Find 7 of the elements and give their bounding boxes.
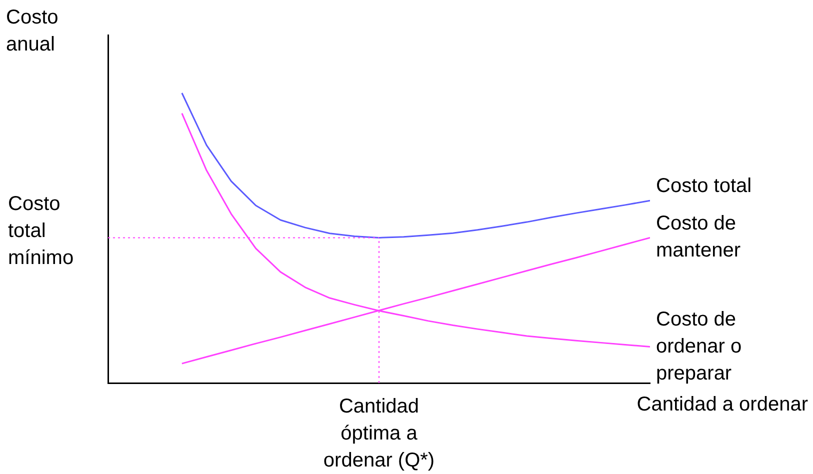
text: Cantidad óptima a ordenar (Q*) (323, 396, 435, 472)
series-label: Costo total (656, 175, 752, 198)
x-axis-title: Cantidad a ordenar (636, 394, 808, 416)
ref-line-label: Costo total mínimo (8, 193, 74, 270)
series-label: Costo de ordenar o preparar (656, 308, 742, 384)
text: Costo anual (6, 6, 58, 56)
series-label: Costo de mantener (656, 212, 741, 262)
